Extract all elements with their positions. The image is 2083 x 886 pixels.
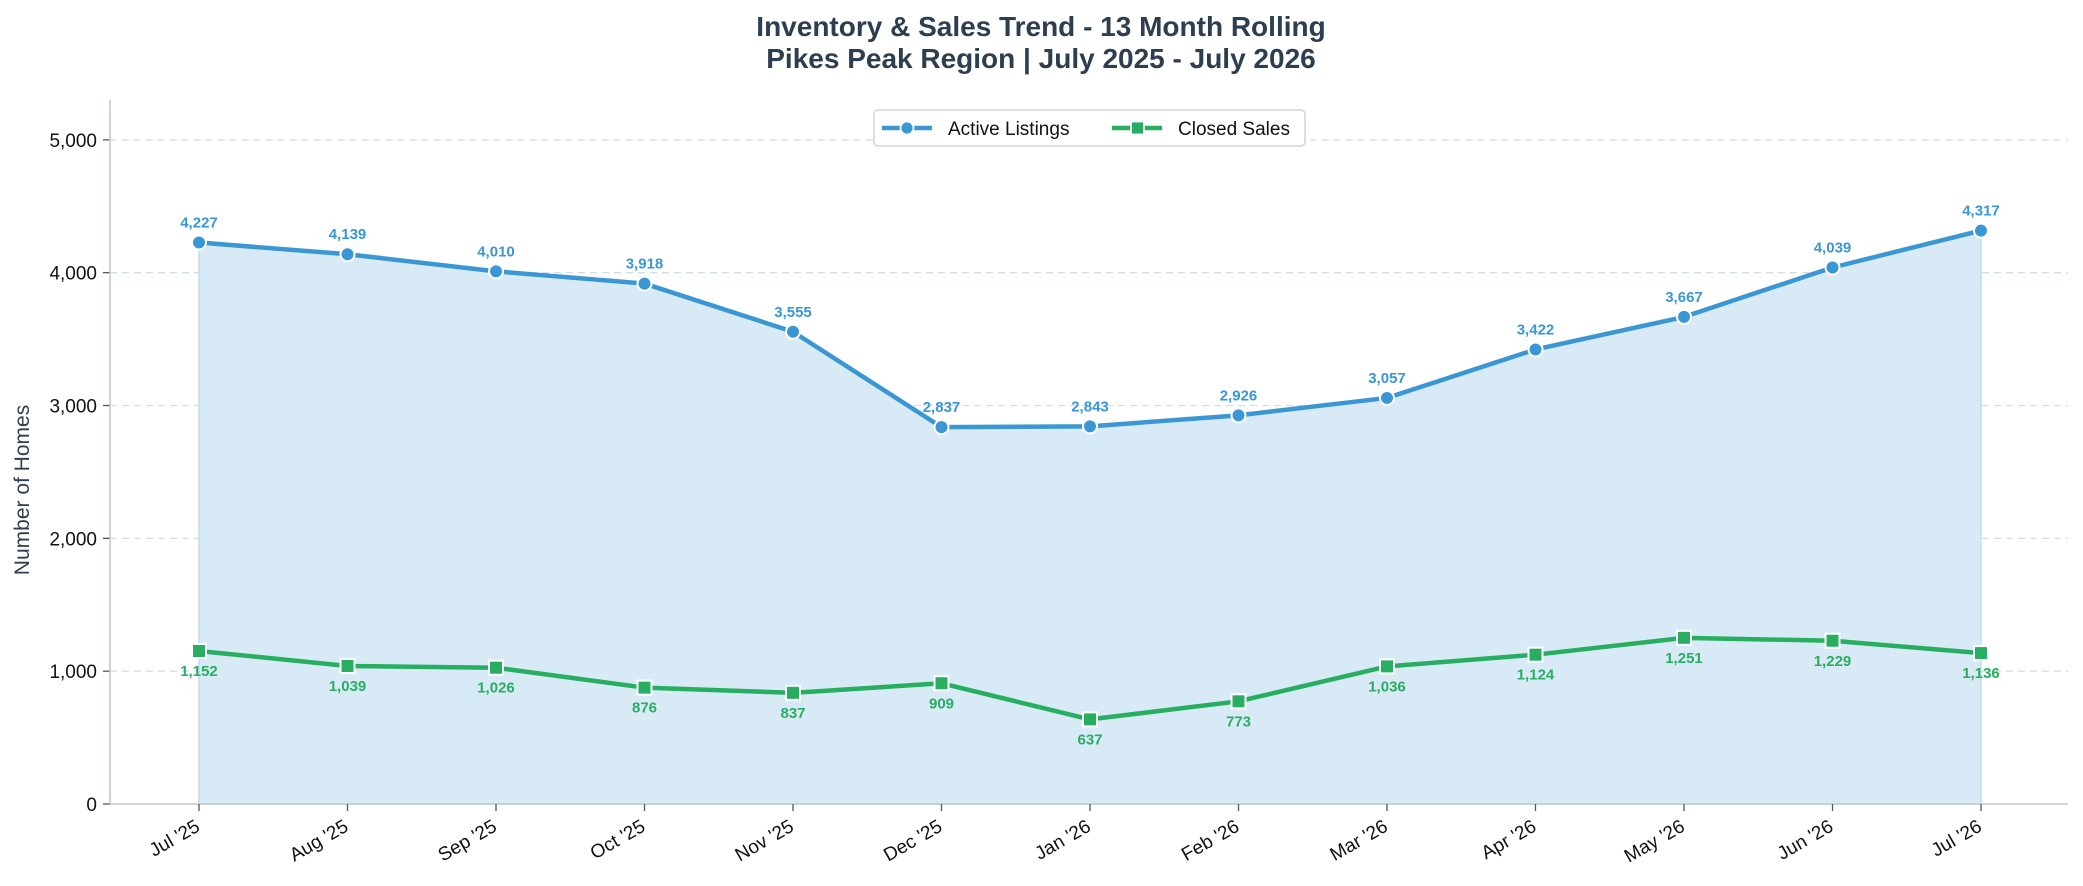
data-label: 4,227 xyxy=(180,215,218,232)
legend-box xyxy=(873,109,1306,147)
data-point xyxy=(1230,407,1247,424)
legend-marker xyxy=(1130,120,1145,136)
data-label: 1,152 xyxy=(180,663,218,680)
data-point xyxy=(1676,629,1692,646)
data-label: 1,036 xyxy=(1368,678,1406,695)
data-point xyxy=(785,684,801,701)
data-point xyxy=(1676,308,1692,325)
data-point xyxy=(933,419,950,436)
data-point xyxy=(488,659,504,676)
chart-subtitle: Pikes Peak Region | July 2025 - July 202… xyxy=(766,43,1315,74)
y-tick-label: 1,000 xyxy=(49,662,97,683)
x-tick-label: Aug '25 xyxy=(286,816,352,866)
legend-label: Closed Sales xyxy=(1178,119,1290,140)
data-label: 1,124 xyxy=(1517,667,1555,684)
series-layer xyxy=(191,222,1989,728)
data-point xyxy=(1379,389,1395,406)
data-point xyxy=(191,234,207,251)
legend-marker xyxy=(899,120,915,136)
data-label-layer: 4,227 4,139 4,010 3,918 3,555 2,837 2,843 2,926… xyxy=(180,203,2000,749)
data-point xyxy=(636,275,653,292)
data-label: 637 xyxy=(1077,731,1102,748)
data-label: 3,918 xyxy=(626,256,664,273)
data-label: 1,039 xyxy=(329,678,367,695)
y-axis-label: Number of Homes xyxy=(11,405,34,575)
data-point xyxy=(1082,418,1098,435)
data-point xyxy=(636,679,653,696)
data-label: 4,010 xyxy=(477,243,515,260)
x-tick-label: Nov '25 xyxy=(732,816,798,866)
data-point xyxy=(1973,645,1989,662)
data-label: 3,057 xyxy=(1368,370,1406,387)
data-label: 1,136 xyxy=(1962,665,2000,682)
data-point xyxy=(933,675,950,692)
data-point xyxy=(1527,341,1544,358)
data-label: 3,667 xyxy=(1665,289,1703,306)
data-point xyxy=(1527,646,1544,663)
data-label: 2,837 xyxy=(923,399,961,416)
data-label: 3,422 xyxy=(1517,321,1555,338)
x-tick-label: Feb '26 xyxy=(1178,816,1243,866)
data-label: 2,843 xyxy=(1071,398,1109,415)
data-point xyxy=(1230,693,1247,710)
data-point xyxy=(488,263,504,280)
y-tick-label: 4,000 xyxy=(49,264,97,285)
x-tick-label: Mar '26 xyxy=(1327,816,1392,866)
data-point xyxy=(1082,711,1098,728)
x-tick-label: Oct '25 xyxy=(587,816,649,864)
x-tick-label: May '26 xyxy=(1621,816,1689,867)
data-label: 1,229 xyxy=(1814,653,1852,670)
legend: Active Listings Closed Sales xyxy=(873,109,1306,147)
data-label: 2,926 xyxy=(1220,387,1258,404)
y-tick-label: 5,000 xyxy=(49,131,97,152)
data-label: 4,039 xyxy=(1814,239,1852,256)
data-label: 1,251 xyxy=(1665,650,1703,667)
data-point xyxy=(339,246,356,263)
data-label: 4,139 xyxy=(329,226,367,243)
data-label: 4,317 xyxy=(1962,203,2000,220)
data-point xyxy=(191,642,207,659)
data-label: 909 xyxy=(929,695,954,712)
x-tick-label: Jun '26 xyxy=(1774,816,1837,865)
data-label: 837 xyxy=(780,705,805,722)
data-point xyxy=(1973,222,1989,239)
x-tick-label: Dec '25 xyxy=(880,816,946,866)
x-tick-label: Sep '25 xyxy=(435,816,501,866)
data-point xyxy=(1824,632,1841,649)
x-tick-label: Jan '26 xyxy=(1031,816,1094,865)
data-point xyxy=(785,323,801,340)
chart-title: Inventory & Sales Trend - 13 Month Rolli… xyxy=(756,11,1325,42)
data-label: 1,026 xyxy=(477,680,515,697)
x-tick-label: Jul '25 xyxy=(146,816,204,861)
data-label: 773 xyxy=(1226,713,1251,730)
y-tick-label: 2,000 xyxy=(49,529,97,550)
data-point xyxy=(1379,658,1395,675)
data-point xyxy=(339,657,356,674)
y-tick-label: 0 xyxy=(86,795,97,816)
legend-label: Active Listings xyxy=(948,119,1069,140)
x-tick-label: Apr '26 xyxy=(1478,816,1540,864)
y-tick-label: 3,000 xyxy=(49,397,97,418)
data-point xyxy=(1824,259,1841,276)
data-label: 3,555 xyxy=(774,304,812,321)
data-label: 876 xyxy=(632,700,657,717)
x-tick-label: Jul '26 xyxy=(1928,816,1986,861)
